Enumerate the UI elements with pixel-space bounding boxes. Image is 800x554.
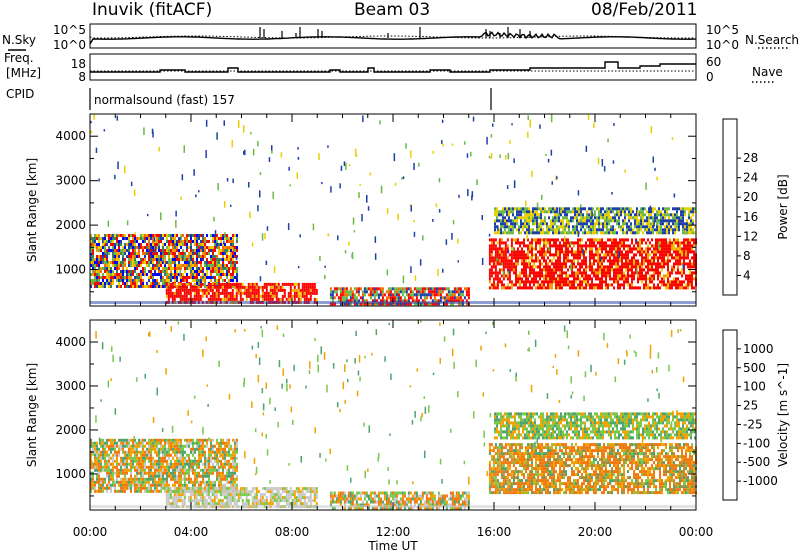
velocity-colorbar-tick-label: -1000 — [743, 474, 778, 488]
x-tick-label: 12:00 — [376, 525, 411, 539]
velocity-heatmap — [90, 320, 697, 510]
nsearch-tick-top: 10^5 — [706, 23, 739, 37]
velocity-y-axis-label: Slant Range [km] — [25, 363, 39, 467]
power-colorbar-tick-label: 8 — [743, 249, 751, 263]
x-tick-label: 16:00 — [477, 525, 512, 539]
velocity-colorbar-tick-label: -500 — [743, 455, 770, 469]
velocity-colorbar-title: Velocity [m s^-1] — [776, 363, 790, 467]
cpid-text: normalsound (fast) 157 — [94, 93, 235, 107]
x-tick-label: 04:00 — [174, 525, 209, 539]
nsearch-label: N.Search — [745, 33, 799, 47]
x-tick-label: 08:00 — [275, 525, 310, 539]
power-y-tick-label: 1000 — [55, 263, 86, 277]
velocity-colorbar-tick-label: 25 — [743, 399, 758, 413]
power-heatmap — [90, 114, 697, 306]
power-colorbar-title: Power [dB] — [776, 174, 790, 239]
power-y-axis-label: Slant Range [km] — [25, 158, 39, 262]
velocity-colorbar-tick-label: -100 — [743, 436, 770, 450]
freq-label: Freq. — [4, 51, 34, 65]
nsky-label: N.Sky — [2, 33, 36, 47]
freq-panel-frame — [89, 53, 697, 81]
freq-tick-top: 18 — [71, 57, 86, 71]
station-title: Inuvik (fitACF) — [92, 0, 213, 20]
beam-title: Beam 03 — [354, 0, 431, 20]
velocity-y-tick-label: 1000 — [55, 467, 86, 481]
cpid-label: CPID — [6, 87, 34, 101]
power-colorbar-tick-label: 4 — [743, 268, 751, 282]
velocity-y-tick-label: 4000 — [55, 335, 86, 349]
power-colorbar-tick-label: 28 — [743, 151, 758, 165]
power-y-tick-label: 2000 — [55, 218, 86, 232]
nave-tick-bottom: 0 — [706, 70, 714, 84]
date-title: 08/Feb/2011 — [591, 0, 698, 20]
freq-unit-label: [MHz] — [6, 66, 41, 80]
nsky-tick-top: 10^5 — [53, 23, 86, 37]
power-colorbar-frame — [722, 118, 738, 296]
x-tick-label: 20:00 — [578, 525, 613, 539]
x-tick-label: 00:00 — [73, 525, 108, 539]
freq-tick-bottom: 8 — [78, 70, 86, 84]
x-axis-label: Time UT — [367, 539, 418, 553]
velocity-colorbar-frame — [722, 329, 738, 501]
power-y-tick-label: 3000 — [55, 174, 86, 188]
nsearch-tick-bottom: 10^0 — [706, 38, 739, 52]
nsky-trace — [89, 31, 696, 45]
velocity-colorbar-tick-label: -25 — [743, 417, 763, 431]
nave-label: Nave — [752, 65, 783, 79]
x-tick-label: 00:00 — [679, 525, 714, 539]
velocity-colorbar-tick-label: 1000 — [743, 342, 774, 356]
nave-tick-top: 60 — [706, 55, 721, 69]
velocity-colorbar-tick-label: 100 — [743, 380, 766, 394]
nsky-panel-frame — [89, 23, 697, 49]
power-y-tick-label: 4000 — [55, 129, 86, 143]
velocity-y-tick-label: 2000 — [55, 423, 86, 437]
power-colorbar-tick-label: 24 — [743, 171, 758, 185]
power-colorbar-tick-label: 16 — [743, 210, 758, 224]
velocity-y-tick-label: 3000 — [55, 379, 86, 393]
power-colorbar-tick-label: 20 — [743, 190, 758, 204]
nsky-tick-bottom: 10^0 — [53, 38, 86, 52]
power-colorbar-tick-label: 12 — [743, 229, 758, 243]
freq-trace — [90, 61, 696, 73]
nsearch-trace — [89, 35, 695, 39]
velocity-colorbar-tick-label: 500 — [743, 361, 766, 375]
